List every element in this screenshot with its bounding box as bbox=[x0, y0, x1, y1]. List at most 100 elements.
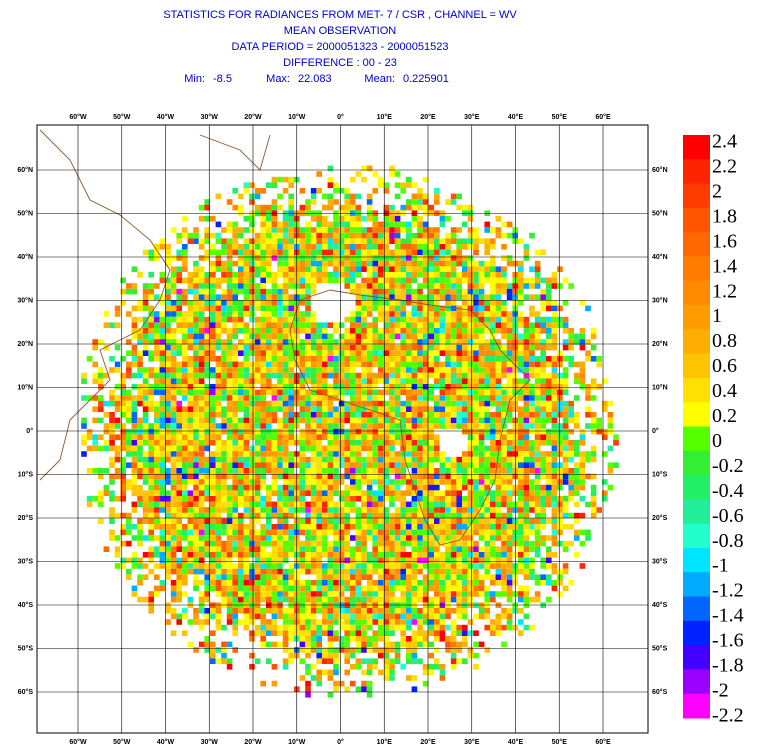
data-cell bbox=[546, 322, 552, 328]
data-cell bbox=[227, 266, 233, 272]
data-cell bbox=[552, 451, 558, 457]
data-cell bbox=[333, 266, 339, 272]
data-cell bbox=[171, 272, 177, 278]
data-cell bbox=[109, 434, 115, 440]
data-cell bbox=[440, 518, 446, 524]
data-cell bbox=[283, 238, 289, 244]
data-cell bbox=[423, 490, 429, 496]
data-cell bbox=[232, 457, 238, 463]
data-cell bbox=[468, 451, 474, 457]
data-cell bbox=[479, 289, 485, 295]
data-cell bbox=[507, 552, 513, 558]
data-cell bbox=[445, 462, 451, 468]
data-cell bbox=[389, 496, 395, 502]
data-cell bbox=[468, 272, 474, 278]
data-cell bbox=[193, 311, 199, 317]
data-cell bbox=[143, 250, 149, 256]
data-cell bbox=[283, 462, 289, 468]
data-cell bbox=[305, 468, 311, 474]
data-cell bbox=[154, 563, 160, 569]
data-cell bbox=[210, 250, 216, 256]
data-cell bbox=[423, 311, 429, 317]
data-cell bbox=[456, 255, 462, 261]
data-cell bbox=[182, 468, 188, 474]
data-cell bbox=[311, 238, 317, 244]
data-cell bbox=[557, 541, 563, 547]
data-cell bbox=[417, 255, 423, 261]
data-cell bbox=[311, 513, 317, 519]
data-cell bbox=[260, 401, 266, 407]
data-cell bbox=[389, 518, 395, 524]
data-cell bbox=[507, 345, 513, 351]
data-cell bbox=[137, 563, 143, 569]
data-cell bbox=[277, 580, 283, 586]
data-cell bbox=[361, 412, 367, 418]
data-cell bbox=[395, 278, 401, 284]
data-cell bbox=[305, 272, 311, 278]
data-cell bbox=[244, 311, 250, 317]
data-cell bbox=[361, 546, 367, 552]
data-cell bbox=[328, 272, 334, 278]
data-cell bbox=[490, 496, 496, 502]
data-cell bbox=[445, 345, 451, 351]
data-cell bbox=[389, 350, 395, 356]
data-cell bbox=[400, 569, 406, 575]
data-cell bbox=[305, 563, 311, 569]
data-cell bbox=[440, 530, 446, 536]
data-cell bbox=[440, 558, 446, 564]
data-cell bbox=[440, 552, 446, 558]
data-cell bbox=[456, 261, 462, 267]
data-cell bbox=[171, 580, 177, 586]
data-cell bbox=[501, 496, 507, 502]
data-cell bbox=[361, 518, 367, 524]
data-cell bbox=[182, 530, 188, 536]
data-cell bbox=[434, 350, 440, 356]
data-cell bbox=[221, 289, 227, 295]
data-cell bbox=[417, 462, 423, 468]
data-cell bbox=[210, 266, 216, 272]
data-cell bbox=[98, 395, 104, 401]
data-cell bbox=[328, 356, 334, 362]
data-cell bbox=[171, 356, 177, 362]
data-cell bbox=[406, 552, 412, 558]
data-cell bbox=[199, 479, 205, 485]
data-cell bbox=[462, 580, 468, 586]
data-cell bbox=[148, 283, 154, 289]
data-cell bbox=[473, 328, 479, 334]
data-cell bbox=[440, 345, 446, 351]
data-cell bbox=[423, 395, 429, 401]
data-cell bbox=[188, 518, 194, 524]
data-cell bbox=[339, 373, 345, 379]
data-cell bbox=[395, 541, 401, 547]
data-cell bbox=[434, 490, 440, 496]
data-cell bbox=[350, 552, 356, 558]
data-cell bbox=[479, 272, 485, 278]
data-cell bbox=[216, 238, 222, 244]
data-cell bbox=[501, 390, 507, 396]
data-cell bbox=[300, 205, 306, 211]
data-cell bbox=[339, 440, 345, 446]
data-cell bbox=[400, 328, 406, 334]
data-cell bbox=[120, 429, 126, 435]
data-cell bbox=[540, 362, 546, 368]
data-cell bbox=[137, 429, 143, 435]
data-cell bbox=[339, 502, 345, 508]
data-cell bbox=[507, 440, 513, 446]
data-cell bbox=[171, 569, 177, 575]
data-cell bbox=[507, 373, 513, 379]
data-cell bbox=[462, 373, 468, 379]
data-cell bbox=[389, 401, 395, 407]
data-cell bbox=[227, 401, 233, 407]
data-cell bbox=[148, 513, 154, 519]
data-cell bbox=[434, 586, 440, 592]
data-cell bbox=[400, 586, 406, 592]
data-cell bbox=[160, 300, 166, 306]
data-cell bbox=[244, 507, 250, 513]
data-cell bbox=[221, 328, 227, 334]
data-cell bbox=[518, 535, 524, 541]
data-cell bbox=[412, 524, 418, 530]
data-cell bbox=[154, 513, 160, 519]
data-cell bbox=[479, 328, 485, 334]
data-cell bbox=[484, 238, 490, 244]
data-cell bbox=[238, 233, 244, 239]
